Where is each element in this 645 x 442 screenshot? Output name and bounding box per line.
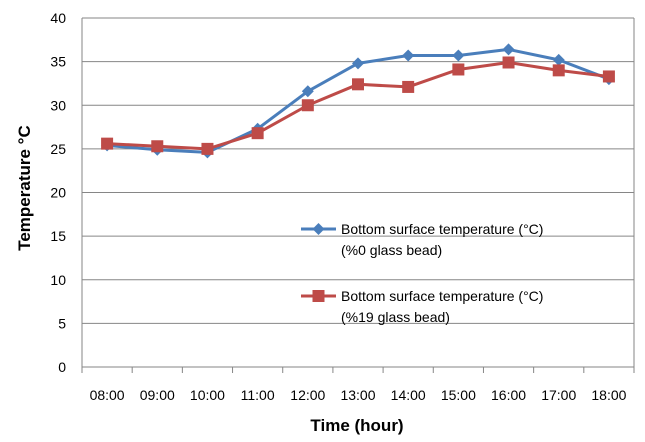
legend: Bottom surface temperature (°C) (%0 glass…: [301, 221, 543, 325]
y-tick-label: 30: [50, 97, 66, 113]
data-point-square: [201, 142, 214, 155]
x-tick-label: 17:00: [541, 387, 576, 403]
data-point-square: [312, 290, 325, 302]
gridlines: [82, 17, 634, 324]
legend-entry: Bottom surface temperature (°C) (%0 glass…: [301, 221, 543, 258]
x-axis-label: Time (hour): [310, 416, 403, 435]
data-point-square: [452, 63, 465, 76]
data-point-diamond: [402, 49, 415, 62]
y-axis-label: Temperature °C: [15, 125, 34, 251]
series-2: [101, 56, 615, 155]
data-point-square: [151, 140, 164, 153]
data-point-square: [402, 80, 415, 93]
data-point-diamond: [352, 57, 364, 70]
legend-label: Bottom surface temperature (°C): [341, 221, 543, 237]
data-point-diamond: [312, 223, 325, 235]
x-tick-label: 10:00: [190, 387, 225, 403]
axes: 0 5 10 15 20 25 30 35 40 08:00 09:00 10:00 11:00 12:0…: [50, 10, 635, 403]
y-tick-label: 35: [50, 54, 66, 70]
legend-label-line2: (%19 glass bead): [341, 309, 450, 325]
data-point-square: [552, 64, 565, 77]
y-tick-label: 0: [58, 359, 66, 375]
x-tick-label: 09:00: [140, 387, 175, 403]
x-tick-label: 08:00: [90, 387, 125, 403]
x-tick-label: 14:00: [391, 387, 426, 403]
data-point-diamond: [452, 49, 465, 62]
data-point-square: [101, 137, 114, 150]
x-tick-label: 13:00: [340, 387, 375, 403]
data-point-square: [502, 56, 515, 69]
data-point-diamond: [502, 43, 515, 56]
y-tick-label: 20: [50, 185, 66, 201]
data-point-square: [602, 70, 615, 83]
legend-label-line2: (%0 glass bead): [341, 242, 442, 258]
x-tick-label: 18:00: [591, 387, 626, 403]
y-tick-label: 15: [50, 228, 66, 244]
x-tick-label: 15:00: [441, 387, 476, 403]
y-tick-label: 5: [58, 315, 66, 331]
legend-entry: Bottom surface temperature (°C) (%19 glas…: [301, 288, 543, 325]
data-point-square: [352, 78, 364, 91]
x-tick-label: 16:00: [491, 387, 526, 403]
data-point-square: [251, 127, 264, 140]
data-point-diamond: [301, 85, 314, 98]
x-tick-label: 11:00: [241, 387, 275, 403]
y-tick-label: 40: [50, 10, 66, 26]
x-tick-label: 12:00: [290, 387, 325, 403]
data-point-square: [301, 99, 314, 112]
legend-label: Bottom surface temperature (°C): [341, 288, 543, 304]
data-point-diamond: [552, 53, 565, 66]
y-tick-label: 25: [50, 141, 66, 157]
y-tick-label: 10: [50, 272, 66, 288]
series-1: [101, 43, 615, 159]
series-layer: [101, 43, 615, 159]
